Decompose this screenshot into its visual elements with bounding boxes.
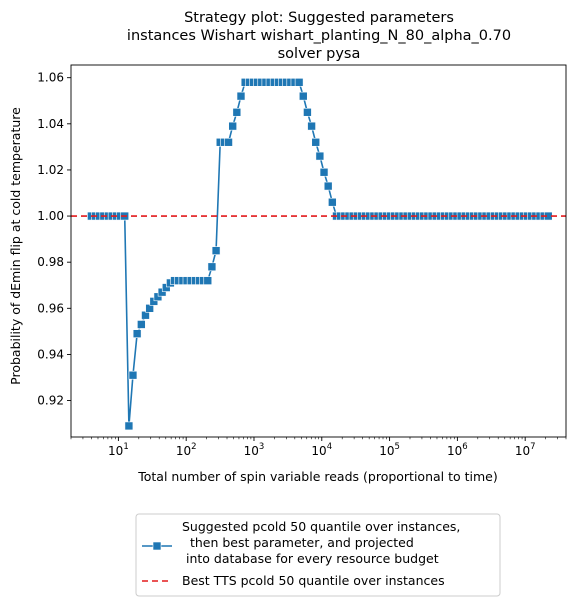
data-point — [224, 137, 233, 147]
axes: 101 102 103 104 105 106 107 0.92 0.94 0.96 0.98 1.0… — [37, 64, 567, 458]
data-point — [232, 107, 242, 117]
data-point — [307, 121, 316, 131]
legend-frame — [135, 513, 501, 597]
data-point — [228, 121, 237, 131]
axes-frame — [70, 64, 567, 438]
data-point — [303, 107, 312, 117]
series-line-suggested — [91, 81, 549, 427]
y-tick-label: 0.94 — [37, 347, 64, 361]
data-point — [315, 151, 325, 161]
data-point — [294, 78, 304, 87]
data-point — [298, 91, 308, 101]
y-tick-label: 0.92 — [37, 394, 64, 408]
chart-title-line-3: solver pysa — [278, 46, 361, 62]
y-tick-label: 0.96 — [37, 301, 64, 315]
data-point — [207, 262, 217, 272]
x-tick-label: 101 — [108, 442, 129, 458]
data-point — [128, 370, 138, 380]
data-point — [236, 91, 246, 101]
chart-title: Strategy plot: Suggested parameters inst… — [127, 10, 511, 62]
data-point — [124, 421, 134, 431]
y-axis-label: Probability of dEmin flip at cold temper… — [8, 107, 23, 385]
legend-entry-suggested: Suggested pcold 50 quantile over instanc… — [142, 519, 460, 566]
y-tick-label: 1.02 — [37, 163, 64, 177]
plot-area — [71, 78, 566, 431]
x-tick-label: 107 — [515, 442, 536, 458]
legend: Suggested pcold 50 quantile over instanc… — [135, 513, 501, 597]
data-point — [311, 137, 321, 147]
x-axis-label: Total number of spin variable reads (pro… — [137, 469, 498, 484]
legend-marker-suggested — [152, 541, 162, 551]
y-tick-label: 1.00 — [37, 209, 64, 223]
data-point — [203, 276, 213, 285]
x-tick-label: 105 — [379, 442, 400, 458]
data-point — [323, 181, 333, 191]
legend-entry-best-tts: Best TTS pcold 50 quantile over instance… — [142, 573, 445, 588]
chart-title-line-2: instances Wishart wishart_planting_N_80_… — [127, 28, 511, 44]
data-point — [211, 246, 221, 255]
y-tick-label: 1.04 — [37, 117, 64, 131]
chart-title-line-1: Strategy plot: Suggested parameters — [184, 10, 454, 26]
x-tick-label: 103 — [244, 442, 265, 458]
y-tick-label: 0.98 — [37, 255, 64, 269]
x-tick-label: 102 — [176, 442, 197, 458]
legend-label-suggested: Suggested pcold 50 quantile over instanc… — [182, 519, 460, 566]
data-point — [132, 329, 142, 338]
legend-label-best-tts: Best TTS pcold 50 quantile over instance… — [182, 573, 445, 588]
data-point — [137, 320, 146, 329]
y-tick-label: 1.06 — [37, 71, 64, 85]
data-point — [319, 167, 329, 177]
x-tick-label: 106 — [447, 442, 468, 458]
x-tick-label: 104 — [311, 442, 332, 458]
data-point — [328, 197, 337, 207]
plot-series — [71, 78, 566, 431]
